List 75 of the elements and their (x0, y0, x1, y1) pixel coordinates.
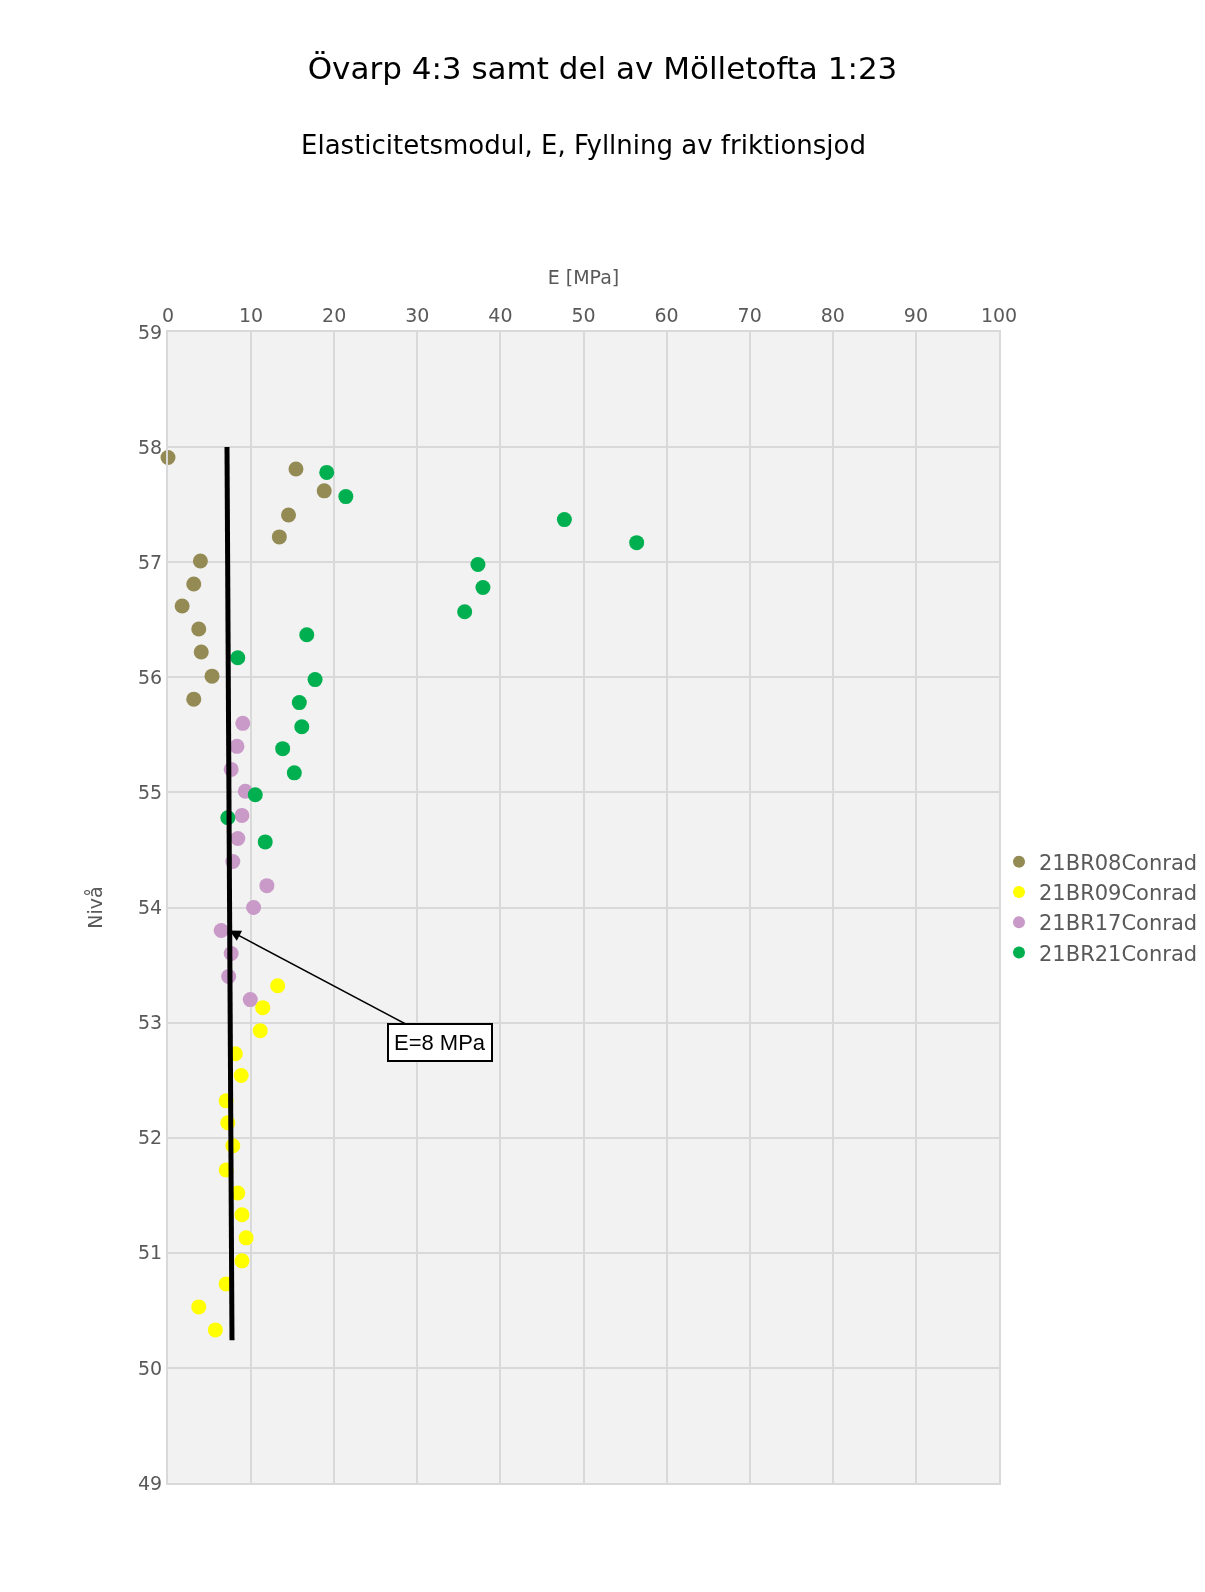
y-tick-label: 58 (138, 435, 163, 458)
point (294, 719, 310, 735)
point (291, 695, 307, 711)
point (319, 464, 335, 480)
point (234, 807, 250, 823)
point (246, 900, 262, 915)
point (247, 787, 263, 803)
point (316, 483, 332, 499)
point (259, 878, 275, 894)
x-tick-label: 0 (161, 304, 175, 327)
point (252, 1023, 268, 1039)
x-tick-label: 50 (571, 304, 596, 327)
point (213, 923, 229, 939)
y-tick-label: 52 (138, 1126, 163, 1149)
point (186, 576, 202, 592)
point (457, 604, 473, 620)
point (192, 553, 208, 569)
y-tick-label: 54 (138, 896, 163, 919)
y-tick-label: 51 (138, 1241, 163, 1264)
y-tick-label: 50 (138, 1356, 163, 1379)
x-tick-label: 40 (488, 304, 513, 327)
x-tick-label: 60 (654, 304, 679, 327)
x-tick-label: 30 (405, 304, 430, 327)
point (255, 1000, 271, 1016)
point (286, 765, 302, 781)
x-tick-label: 100 (980, 304, 1018, 327)
point (174, 598, 190, 614)
legend-label: 21BR09Conrad (1039, 881, 1198, 906)
y-tick-label: 57 (138, 550, 163, 573)
point (629, 535, 645, 551)
point (204, 668, 220, 684)
point (257, 834, 273, 850)
y-tick-label: 55 (138, 781, 163, 804)
point (230, 650, 246, 666)
point (307, 672, 323, 688)
point (191, 1299, 207, 1315)
y-tick-label: 49 (138, 1471, 163, 1494)
chart-title: Övarp 4:3 samt del av Mölletofta 1:23 (307, 49, 898, 86)
x-tick-label: 10 (239, 304, 264, 327)
point (233, 1068, 249, 1084)
legend-label: 21BR21Conrad (1039, 941, 1198, 966)
point (475, 580, 491, 596)
point (288, 461, 304, 477)
point (191, 621, 207, 637)
point (234, 1253, 250, 1269)
point (470, 557, 486, 572)
y-tick-label: 56 (138, 665, 163, 688)
x-tick-label: 80 (820, 304, 845, 327)
point (234, 1207, 250, 1223)
legend-label: 21BR08Conrad (1039, 850, 1198, 875)
point (338, 489, 354, 505)
point (281, 507, 296, 523)
point (299, 627, 315, 643)
point (186, 691, 202, 707)
point (207, 1322, 223, 1338)
x-tick-label: 90 (903, 304, 928, 327)
legend-label: 21BR17Conrad (1039, 911, 1198, 936)
chart-subtitle: Elasticitetsmodul, E, Fyllning av friktionsjod (301, 130, 866, 160)
point (275, 741, 291, 757)
point (230, 830, 246, 846)
x-axis-title: E [MPa] (547, 265, 620, 288)
point (271, 529, 287, 545)
x-tick-label: 70 (737, 304, 762, 327)
y-tick-label: 53 (138, 1011, 163, 1034)
point (229, 738, 245, 754)
point (235, 715, 251, 731)
x-tick-label: 20 (322, 304, 347, 327)
point (193, 644, 209, 660)
y-tick-label: 59 (138, 320, 163, 343)
point (242, 992, 258, 1008)
point (556, 512, 572, 528)
annotation: E=8 MPa (394, 1030, 486, 1055)
y-axis-title: Nivå (84, 886, 107, 929)
point (270, 978, 286, 994)
point (238, 1230, 254, 1246)
